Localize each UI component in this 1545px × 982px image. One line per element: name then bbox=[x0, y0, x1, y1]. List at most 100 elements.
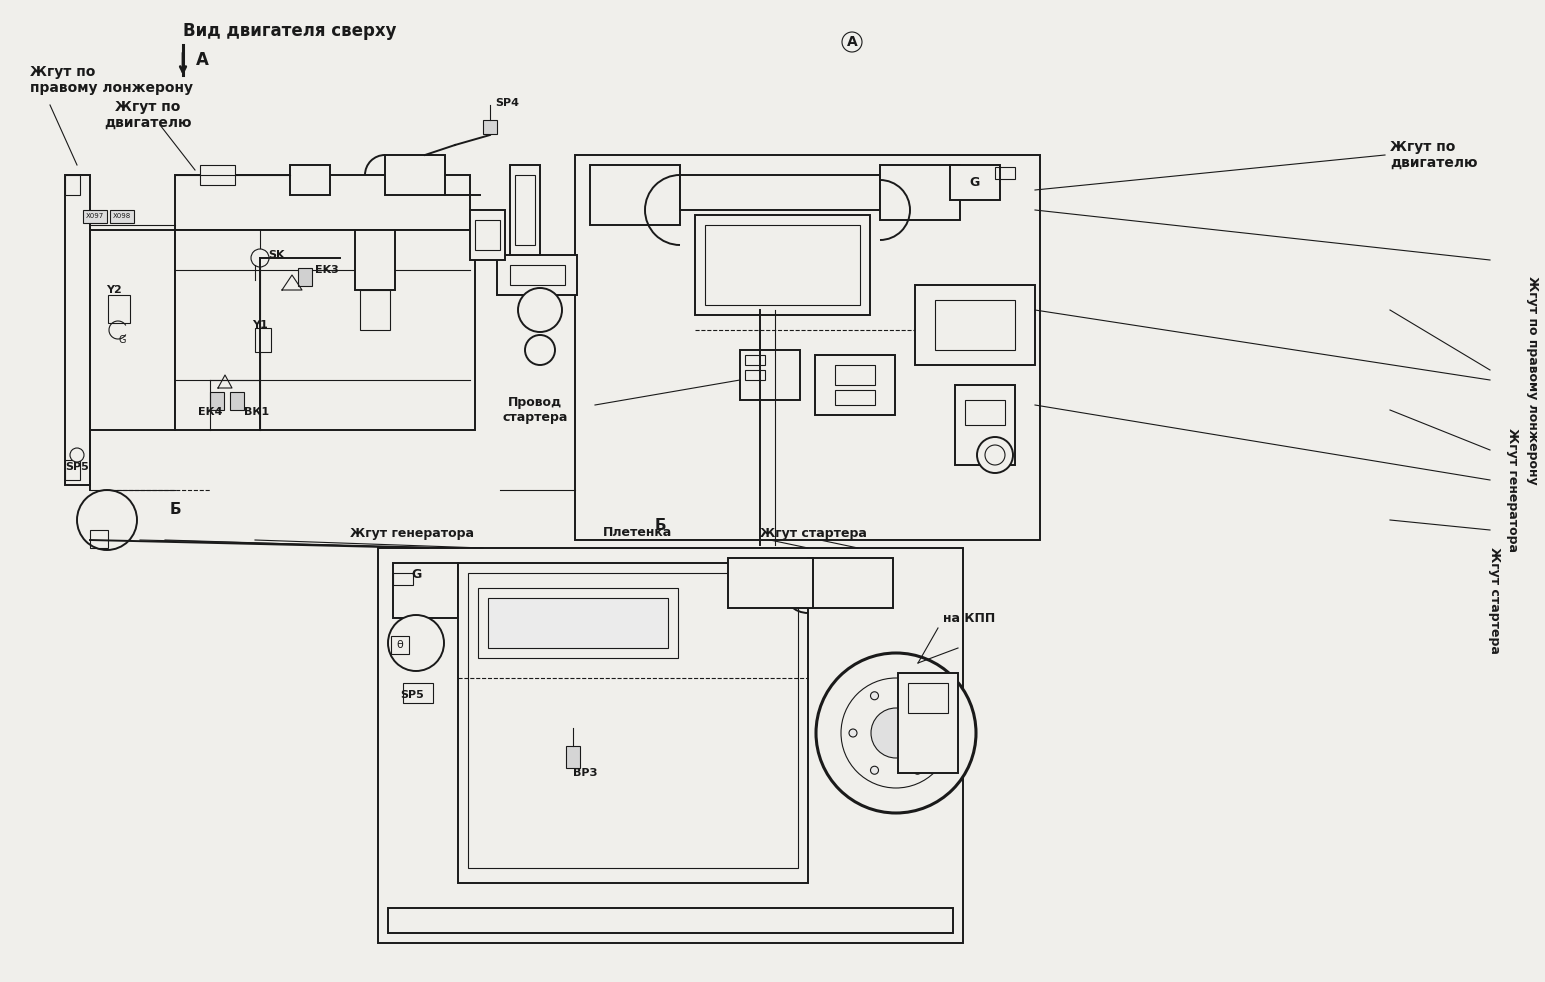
Text: ВРЗ: ВРЗ bbox=[573, 768, 598, 778]
Circle shape bbox=[935, 729, 942, 737]
Bar bbox=[565, 746, 579, 768]
Circle shape bbox=[976, 437, 1014, 473]
Bar bbox=[230, 392, 244, 410]
Text: EK3: EK3 bbox=[315, 265, 338, 275]
Text: G: G bbox=[119, 335, 125, 345]
Bar bbox=[65, 175, 80, 195]
Bar bbox=[590, 165, 680, 225]
Circle shape bbox=[913, 691, 921, 700]
Bar bbox=[468, 573, 799, 868]
Bar bbox=[745, 370, 765, 380]
Circle shape bbox=[913, 766, 921, 774]
Bar bbox=[470, 210, 505, 260]
Bar bbox=[83, 210, 107, 223]
Bar bbox=[298, 268, 312, 286]
Text: G: G bbox=[411, 569, 422, 581]
Bar bbox=[355, 230, 396, 290]
Text: θ: θ bbox=[397, 640, 403, 650]
Text: Провод
стартера: Провод стартера bbox=[502, 396, 567, 424]
Circle shape bbox=[70, 448, 83, 462]
Bar bbox=[90, 230, 175, 430]
Bar bbox=[108, 295, 130, 323]
Bar bbox=[110, 210, 134, 223]
Text: Жгут по
двигателю: Жгут по двигателю bbox=[104, 100, 192, 131]
Bar bbox=[210, 392, 224, 410]
Bar bbox=[360, 290, 389, 330]
Bar bbox=[935, 300, 1015, 350]
Text: SP4: SP4 bbox=[494, 98, 519, 108]
Bar bbox=[392, 563, 457, 618]
Bar bbox=[199, 165, 235, 185]
Text: ЕК4: ЕК4 bbox=[198, 407, 222, 417]
Circle shape bbox=[870, 766, 879, 774]
Bar bbox=[65, 175, 90, 485]
Text: Б: Б bbox=[170, 503, 181, 518]
Bar bbox=[474, 220, 501, 250]
Circle shape bbox=[870, 691, 879, 700]
Circle shape bbox=[871, 708, 921, 758]
Bar bbox=[290, 165, 331, 195]
Bar bbox=[477, 588, 678, 658]
Circle shape bbox=[840, 678, 952, 788]
Text: SP5: SP5 bbox=[400, 690, 423, 700]
Circle shape bbox=[816, 653, 976, 813]
Bar bbox=[575, 155, 1040, 540]
Bar bbox=[385, 155, 445, 195]
Bar bbox=[834, 365, 874, 385]
Bar bbox=[915, 285, 1035, 365]
Bar bbox=[728, 558, 813, 608]
Bar bbox=[484, 120, 497, 134]
Bar bbox=[488, 598, 667, 648]
Text: Жгут стартера: Жгут стартера bbox=[760, 526, 867, 539]
Bar bbox=[255, 328, 270, 352]
Bar bbox=[175, 230, 474, 430]
Text: Жгут генератора: Жгут генератора bbox=[1506, 428, 1519, 552]
Text: SP5: SP5 bbox=[65, 462, 88, 472]
Bar bbox=[510, 165, 541, 255]
Circle shape bbox=[250, 249, 269, 267]
Circle shape bbox=[850, 729, 857, 737]
Text: Жгут генератора: Жгут генератора bbox=[351, 526, 474, 539]
Text: SK: SK bbox=[267, 250, 284, 260]
Bar bbox=[510, 265, 565, 285]
Text: X098: X098 bbox=[113, 213, 131, 219]
Bar bbox=[403, 683, 433, 703]
Bar bbox=[705, 225, 861, 305]
Bar bbox=[834, 390, 874, 405]
Bar bbox=[816, 355, 895, 415]
Circle shape bbox=[842, 32, 862, 52]
Bar bbox=[966, 400, 1004, 425]
Text: ВК1: ВК1 bbox=[244, 407, 269, 417]
Bar bbox=[881, 165, 959, 220]
Text: Жгут по
правому лонжерону: Жгут по правому лонжерону bbox=[29, 65, 193, 95]
Bar bbox=[908, 683, 949, 713]
Text: Б: Б bbox=[654, 518, 666, 532]
Text: G: G bbox=[970, 176, 980, 189]
Text: Вид двигателя сверху: Вид двигателя сверху bbox=[184, 22, 397, 40]
Text: Жгут по правому лонжерону: Жгут по правому лонжерону bbox=[1526, 276, 1539, 484]
Circle shape bbox=[77, 490, 138, 550]
Bar bbox=[175, 175, 470, 230]
Text: А: А bbox=[847, 35, 857, 49]
Bar bbox=[65, 460, 80, 480]
Bar bbox=[514, 175, 535, 245]
Bar bbox=[808, 558, 893, 608]
Bar bbox=[392, 573, 413, 585]
Circle shape bbox=[986, 445, 1004, 465]
Bar bbox=[740, 350, 800, 400]
Text: А: А bbox=[196, 51, 209, 69]
Bar bbox=[950, 165, 1000, 200]
Bar bbox=[391, 636, 409, 654]
Bar bbox=[898, 673, 958, 773]
Text: Y1: Y1 bbox=[252, 320, 267, 330]
Bar bbox=[695, 215, 870, 315]
Bar bbox=[379, 548, 963, 943]
Text: на КПП: на КПП bbox=[942, 612, 995, 625]
Bar bbox=[955, 385, 1015, 465]
Text: Жгут стартера: Жгут стартера bbox=[1488, 547, 1502, 653]
Bar bbox=[745, 355, 765, 365]
Bar bbox=[995, 167, 1015, 179]
Circle shape bbox=[518, 288, 562, 332]
Text: Жгут по
двигателю: Жгут по двигателю bbox=[1390, 140, 1477, 170]
Bar bbox=[388, 908, 953, 933]
